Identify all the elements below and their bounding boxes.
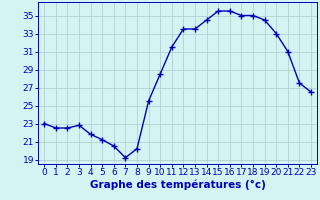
X-axis label: Graphe des températures (°c): Graphe des températures (°c) [90,180,266,190]
